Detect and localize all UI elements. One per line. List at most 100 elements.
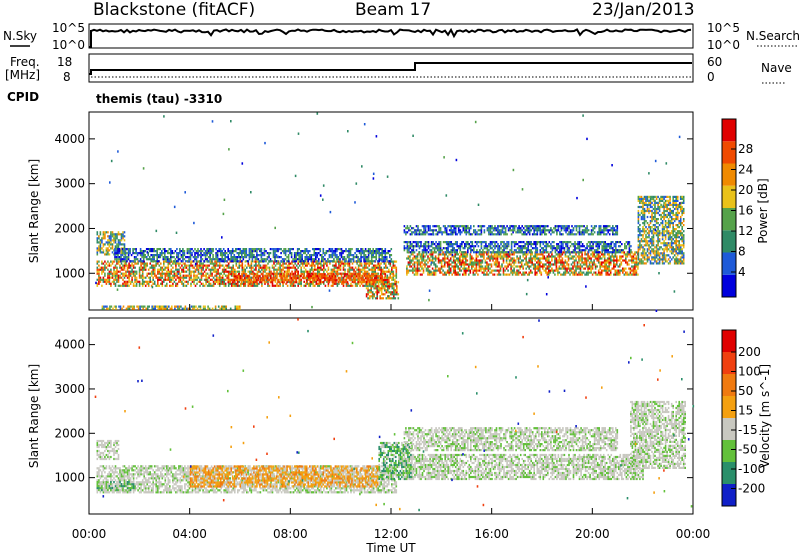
range-gate-cell xyxy=(96,260,99,263)
range-gate-cell xyxy=(150,284,153,287)
range-gate-cell xyxy=(303,270,305,273)
range-gate-cell xyxy=(534,271,536,274)
range-gate-cell xyxy=(546,259,549,262)
range-gate-cell xyxy=(320,264,322,267)
range-gate-cell xyxy=(307,284,310,287)
range-gate-cell xyxy=(492,259,494,262)
range-gate-cell xyxy=(336,256,338,259)
range-gate-cell xyxy=(361,277,364,280)
range-gate-cell xyxy=(679,209,682,213)
range-gate-cell xyxy=(532,267,535,270)
range-gate-cell xyxy=(681,244,683,247)
range-gate-cell xyxy=(682,246,685,249)
range-gate-cell xyxy=(250,252,252,255)
range-gate-cell xyxy=(658,254,661,257)
range-gate-cell xyxy=(629,269,632,272)
range-gate-cell xyxy=(483,267,485,270)
range-gate-cell xyxy=(673,207,676,211)
range-gate-cell xyxy=(110,282,112,285)
range-gate-cell xyxy=(661,258,664,261)
range-gate-cell xyxy=(190,276,192,279)
range-gate-cell xyxy=(316,252,319,255)
range-gate-cell xyxy=(669,211,671,215)
range-gate-cell xyxy=(96,268,99,271)
range-gate-cell xyxy=(312,277,314,280)
range-gate-cell xyxy=(672,248,674,251)
range-gate-cell xyxy=(371,285,374,288)
range-gate-cell xyxy=(271,266,274,269)
range-gate-cell xyxy=(165,260,168,263)
range-gate-cell xyxy=(330,275,332,278)
range-gate-cell xyxy=(212,254,214,257)
range-gate-cell xyxy=(266,256,269,259)
range-gate-cell xyxy=(224,256,226,259)
range-gate-cell xyxy=(284,279,287,282)
range-gate-cell xyxy=(418,263,420,266)
range-gate-cell xyxy=(347,276,349,279)
range-gate-cell xyxy=(123,235,126,238)
range-gate-cell xyxy=(309,250,311,253)
range-gate-cell xyxy=(194,248,196,251)
range-gate-cell xyxy=(166,278,168,281)
range-gate-cell xyxy=(643,197,646,200)
range-gate-cell xyxy=(253,268,256,271)
range-gate-cell xyxy=(193,272,195,275)
range-gate-cell xyxy=(122,272,124,275)
range-gate-cell xyxy=(661,252,664,255)
range-gate-cell xyxy=(317,282,319,285)
range-gate-cell xyxy=(463,253,466,256)
range-gate-cell xyxy=(505,261,508,264)
range-gate-cell xyxy=(657,254,659,257)
range-gate-cell xyxy=(298,279,300,282)
range-gate-cell xyxy=(376,281,378,284)
range-gate-cell xyxy=(675,207,677,211)
range-gate-cell xyxy=(230,273,232,276)
range-gate-cell xyxy=(672,246,674,249)
range-gate-cell xyxy=(427,261,429,264)
range-gate-cell xyxy=(283,266,286,269)
range-gate-cell xyxy=(440,271,443,274)
range-gate-cell xyxy=(320,262,322,265)
range-gate-cell xyxy=(528,259,530,262)
range-gate-cell xyxy=(197,280,200,283)
range-gate-cell xyxy=(652,256,655,259)
range-gate-cell xyxy=(339,254,341,257)
range-gate-cell xyxy=(219,252,222,255)
range-gate-cell xyxy=(161,250,163,253)
range-gate-cell xyxy=(425,251,428,254)
range-gate-cell xyxy=(425,259,428,262)
range-gate-cell xyxy=(277,250,279,253)
range-gate-cell xyxy=(496,261,499,264)
range-gate-cell xyxy=(218,260,220,263)
range-gate-cell xyxy=(278,248,281,251)
range-gate-cell xyxy=(253,277,255,280)
range-gate-cell xyxy=(372,254,374,257)
range-gate-cell xyxy=(310,277,313,280)
range-gate-cell xyxy=(517,265,520,268)
range-gate-cell xyxy=(654,199,656,202)
range-gate-cell xyxy=(268,284,271,287)
range-gate-cell xyxy=(484,269,487,272)
range-gate-cell xyxy=(382,250,385,253)
range-gate-cell xyxy=(206,272,209,275)
range-gate-cell xyxy=(437,261,440,264)
range-gate-cell xyxy=(446,269,449,272)
range-gate-cell xyxy=(588,267,591,270)
range-gate-cell xyxy=(422,269,425,272)
range-gate-cell xyxy=(122,282,124,285)
range-gate-cell xyxy=(203,274,206,277)
range-gate-cell xyxy=(179,248,181,251)
range-gate-cell xyxy=(349,252,352,255)
range-gate-cell xyxy=(651,201,653,204)
range-gate-cell xyxy=(675,199,677,202)
range-gate-cell xyxy=(634,269,636,272)
range-gate-cell xyxy=(119,243,121,246)
range-gate-cell xyxy=(241,268,244,271)
range-gate-cell xyxy=(164,258,166,261)
range-gate-cell xyxy=(670,203,673,206)
range-gate-cell xyxy=(448,261,450,264)
range-gate-cell xyxy=(379,254,382,257)
range-gate-cell xyxy=(128,270,130,273)
range-gate-cell xyxy=(581,273,583,276)
range-gate-cell xyxy=(285,274,287,277)
